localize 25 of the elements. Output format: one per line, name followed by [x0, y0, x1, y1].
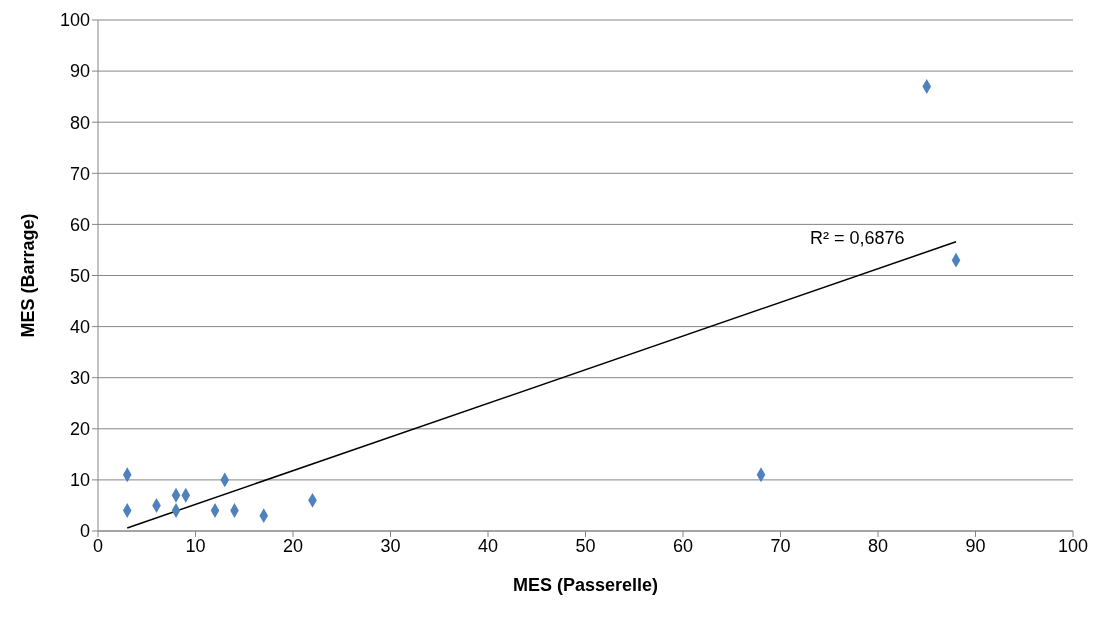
- x-tick-label: 40: [477, 535, 499, 556]
- x-tick-label: 100: [1057, 535, 1089, 556]
- x-tick-label: 60: [672, 535, 694, 556]
- x-tick-label: 70: [770, 535, 791, 556]
- y-tick-label: 20: [69, 419, 90, 440]
- x-tick-label: 50: [575, 535, 596, 556]
- annotation: R² = 0,6876: [810, 228, 905, 249]
- x-tick-label: 30: [380, 535, 401, 556]
- y-tick-label: 40: [69, 316, 90, 337]
- x-tick-label: 20: [282, 535, 304, 556]
- y-tick-label: 50: [69, 265, 90, 286]
- y-tick-label: 60: [69, 214, 90, 235]
- x-axis-title: MES (Passerelle): [512, 575, 659, 595]
- x-tick-label: 10: [185, 535, 206, 556]
- y-tick-label: 10: [69, 470, 90, 491]
- y-tick-label: 90: [69, 61, 90, 82]
- x-tick-label: 0: [92, 535, 104, 556]
- y-tick-label: 30: [69, 368, 90, 389]
- y-tick-label: 70: [69, 163, 90, 184]
- x-tick-label: 80: [867, 535, 889, 556]
- y-tick-label: 0: [79, 521, 90, 542]
- x-tick-label: 90: [965, 535, 986, 556]
- y-tick-label: 80: [69, 112, 90, 133]
- y-axis-title: MES (Barrage): [18, 213, 39, 338]
- y-tick-label: 100: [59, 10, 90, 31]
